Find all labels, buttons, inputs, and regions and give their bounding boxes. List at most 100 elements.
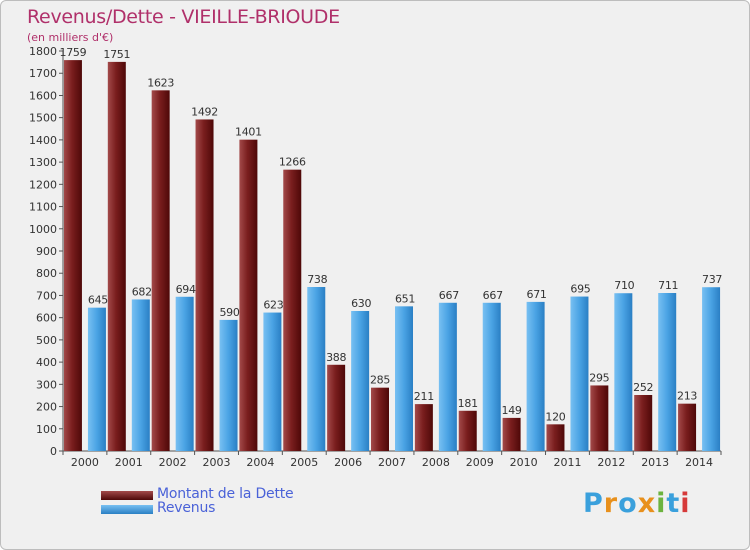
- y-tick-label: 500: [36, 334, 57, 347]
- logo-letter: t: [666, 488, 681, 519]
- label-dette-2002: 1623: [147, 76, 174, 89]
- y-tick-label: 1800: [29, 45, 57, 58]
- x-tick-label: 2009: [466, 456, 494, 469]
- y-tick-label: 1400: [29, 134, 57, 147]
- bar-dette-2009: [458, 410, 477, 451]
- bar-dette-2000: [63, 60, 82, 451]
- label-revenus-2009: 667: [483, 289, 503, 302]
- logo-letter: x: [637, 488, 657, 519]
- label-revenus-2010: 671: [527, 288, 547, 301]
- bar-dette-2014: [678, 403, 697, 451]
- label-revenus-2000: 645: [88, 294, 108, 307]
- y-tick-label: 100: [36, 423, 57, 436]
- label-revenus-2007: 651: [395, 292, 415, 305]
- label-dette-2009: 181: [458, 397, 478, 410]
- bar-revenus-2001: [131, 299, 150, 451]
- y-tick-label: 1300: [29, 156, 57, 169]
- bar-dette-2005: [283, 169, 302, 451]
- bar-revenus-2010: [526, 301, 545, 451]
- bar-dette-2004: [239, 139, 258, 451]
- logo-letter: i: [656, 488, 667, 519]
- chart-subtitle: (en milliers d'€): [27, 31, 114, 44]
- bar-revenus-2008: [438, 302, 457, 451]
- y-tick-label: 700: [36, 289, 57, 302]
- x-tick-label: 2001: [115, 456, 143, 469]
- bar-revenus-2003: [219, 319, 238, 451]
- x-tick-label: 2007: [378, 456, 406, 469]
- bar-revenus-2005: [307, 287, 326, 451]
- label-dette-2004: 1401: [235, 126, 262, 139]
- y-tick-label: 1600: [29, 89, 57, 102]
- bar-dette-2013: [634, 395, 653, 451]
- x-tick-label: 2011: [553, 456, 581, 469]
- bar-dette-2012: [590, 385, 609, 451]
- label-dette-2007: 285: [370, 374, 390, 387]
- logo-letter: r: [603, 488, 619, 519]
- x-tick-label: 2012: [597, 456, 625, 469]
- label-revenus-2005: 738: [307, 273, 327, 286]
- x-axis: 2000 2001 2002 2003 2004 2005 2006 2007 2008 2009…: [62, 450, 722, 469]
- bar-revenus-2012: [614, 293, 633, 451]
- label-revenus-2001: 682: [132, 285, 152, 298]
- logo-letter: i: [680, 488, 691, 519]
- label-dette-2000: 1759: [60, 46, 87, 59]
- y-tick-label: 1200: [29, 178, 57, 191]
- label-dette-2005: 1266: [279, 156, 306, 169]
- legend-swatch-revenus: [101, 505, 153, 514]
- label-dette-2011: 120: [545, 410, 565, 423]
- label-revenus-2008: 667: [439, 289, 459, 302]
- bar-dette-2001: [107, 61, 126, 452]
- bar-revenus-2000: [87, 307, 106, 451]
- x-tick-label: 2014: [685, 456, 713, 469]
- label-revenus-2012: 710: [614, 279, 634, 292]
- bar-dette-2011: [546, 424, 565, 451]
- y-axis: 0 100 200 300 400 500 600 700 800 900 1000 1100 1200…: [29, 45, 64, 458]
- bar-dette-2010: [502, 417, 521, 451]
- legend-item-revenus: Revenus: [101, 500, 361, 519]
- x-tick-label: 2003: [203, 456, 231, 469]
- label-dette-2014: 213: [677, 390, 697, 403]
- bar-revenus-2007: [395, 306, 413, 451]
- label-revenus-2006: 630: [351, 297, 371, 310]
- label-revenus-2014: 737: [702, 273, 722, 286]
- legend-label-revenus: Revenus: [157, 500, 216, 516]
- x-tick-label: 2006: [334, 456, 362, 469]
- label-dette-2010: 149: [502, 404, 522, 417]
- legend-swatch-dette: [101, 491, 153, 500]
- legend-item-dette: Montant de la Dette: [101, 486, 361, 505]
- y-tick-label: 1700: [29, 67, 57, 80]
- y-tick-label: 0: [50, 445, 57, 458]
- bar-revenus-2014: [702, 287, 721, 451]
- y-tick-label: 200: [36, 401, 57, 414]
- y-tick-label: 1000: [29, 223, 57, 236]
- logo-letter: P: [583, 488, 604, 519]
- x-tick-label: 2010: [510, 456, 538, 469]
- y-tick-label: 600: [36, 312, 57, 325]
- y-tick-label: 1100: [29, 201, 57, 214]
- x-tick-label: 2000: [71, 456, 99, 469]
- label-dette-2008: 211: [414, 390, 434, 403]
- x-tick-label: 2002: [159, 456, 187, 469]
- label-revenus-2013: 711: [658, 279, 678, 292]
- x-tick-label: 2004: [246, 456, 274, 469]
- label-dette-2013: 252: [633, 381, 653, 394]
- x-tick-label: 2013: [641, 456, 669, 469]
- value-labels: 1759 1751 1623 1492 1401 1266 388 285 211 181 149 1…: [60, 46, 723, 423]
- label-dette-2012: 295: [589, 371, 609, 384]
- bar-revenus-2011: [570, 296, 589, 451]
- legend-label-dette: Montant de la Dette: [157, 486, 294, 502]
- label-dette-2003: 1492: [191, 105, 218, 118]
- label-dette-2006: 388: [326, 351, 346, 364]
- y-tick-label: 400: [36, 356, 57, 369]
- bar-dette-2003: [195, 119, 214, 451]
- label-revenus-2011: 695: [570, 283, 590, 296]
- y-tick-label: 900: [36, 245, 57, 258]
- y-tick-label: 800: [36, 267, 57, 280]
- y-tick-label: 1500: [29, 112, 57, 125]
- bar-dette-2008: [414, 404, 433, 451]
- bar-revenus-2009: [482, 302, 501, 451]
- bar-revenus-2013: [658, 293, 677, 451]
- proxiti-logo: Proxiti: [583, 488, 691, 519]
